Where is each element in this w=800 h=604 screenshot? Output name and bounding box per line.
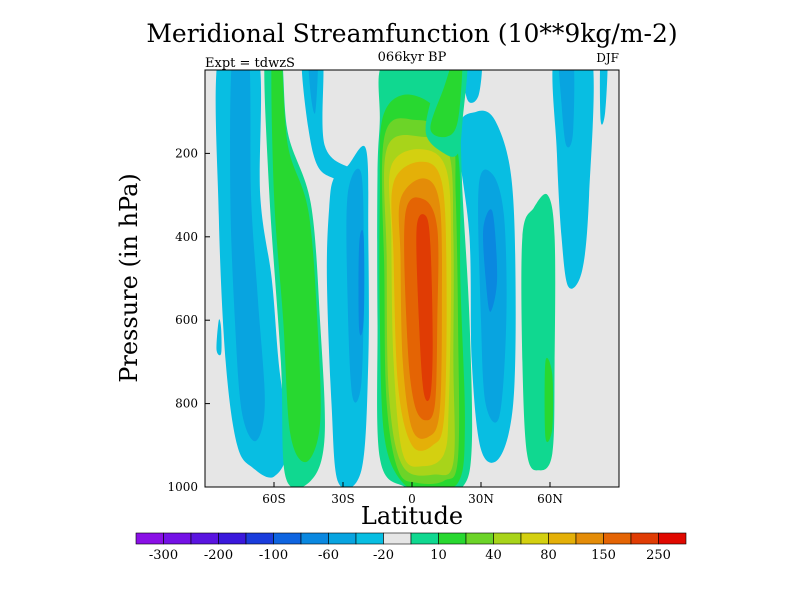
colorbar-label: -60 [318,548,339,563]
colorbar-swatch [300,532,329,545]
contour-nh-polar-60 [558,70,575,148]
contour-sh-thin-20 [301,70,367,181]
y-tick-label: 1000 [167,480,198,494]
x-tick-label: 0 [408,492,416,506]
colorbar-swatch [328,532,357,545]
contour-sh-ferrel-40 [271,70,321,463]
colorbar-label: -200 [204,548,233,563]
colorbar-swatch [658,532,687,545]
contour-sh-outer-60 [230,70,265,442]
colorbar-label: -100 [259,548,288,563]
colorbar-label: 150 [591,548,616,563]
colorbar-label: 40 [485,548,502,563]
colorbar-swatch [135,532,164,545]
colorbar-label: -300 [149,548,178,563]
colorbar-swatch [163,532,192,545]
y-tick-label: 600 [175,313,198,327]
contour-fields [215,70,608,487]
colorbar-label: -20 [373,548,394,563]
contour-nh-polar-20 [552,70,594,289]
colorbar-swatch [548,532,577,545]
colorbar-swatch [273,532,302,545]
colorbar-swatch [520,532,549,545]
colorbar-swatch [438,532,467,545]
colorbar-label: 80 [540,548,557,563]
colorbar-swatch [355,532,384,545]
contour-sh-small-20 [216,319,222,356]
contour-top-20b [462,70,482,103]
x-tick-label: 60N [537,492,563,506]
y-tick-label: 400 [175,230,198,244]
colorbar-swatch [410,532,439,545]
chart-subtitle-center: 066kyr BP [378,50,447,65]
y-axis-label: Pressure (in hPa) [115,173,143,383]
colorbar-swatch [630,532,659,545]
colorbar-swatch [465,532,494,545]
contour-sh-thin-60 [308,70,318,114]
contour-hadley-300 [416,214,433,402]
colorbar-swatch [575,532,604,545]
x-tick-label: 30N [468,492,494,506]
colorbar-swatch [218,532,247,545]
x-tick-label: 60S [262,492,286,506]
y-tick-label: 200 [175,146,198,160]
contour-hadley-tongue-40 [430,70,463,138]
x-axis-label: Latitude [361,502,463,530]
x-tick-label: 30S [331,492,355,506]
colorbar-label: 10 [430,548,447,563]
contour-sh-subtrop-60 [346,168,364,403]
x-axis-ticks: 60S 30S 0 30N 60N [262,482,563,506]
chart-title: Meridional Streamfunction (10**9kg/m-2) [146,19,677,48]
y-axis-ticks: 200 400 600 800 1000 [167,146,210,494]
colorbar-swatch [245,532,274,545]
colorbar-swatch [493,532,522,545]
chart-subtitle-right: DJF [596,51,619,65]
colorbar-label: 250 [646,548,671,563]
chart-subtitle-left: Expt = tdwzS [205,56,295,71]
colorbar-swatch [190,532,219,545]
contour-nh-polar-edge [599,70,608,125]
y-tick-label: 800 [175,397,198,411]
contour-sh-subtrop-100 [358,229,365,336]
colorbar-swatch [603,532,632,545]
colorbar-swatch [383,532,412,545]
colorbar: -300 -200 -100 -60 -20 10 40 80 150 250 [135,532,687,563]
contour-nh-pos-40 [544,357,554,443]
contour-nh-neg-100 [483,209,498,312]
